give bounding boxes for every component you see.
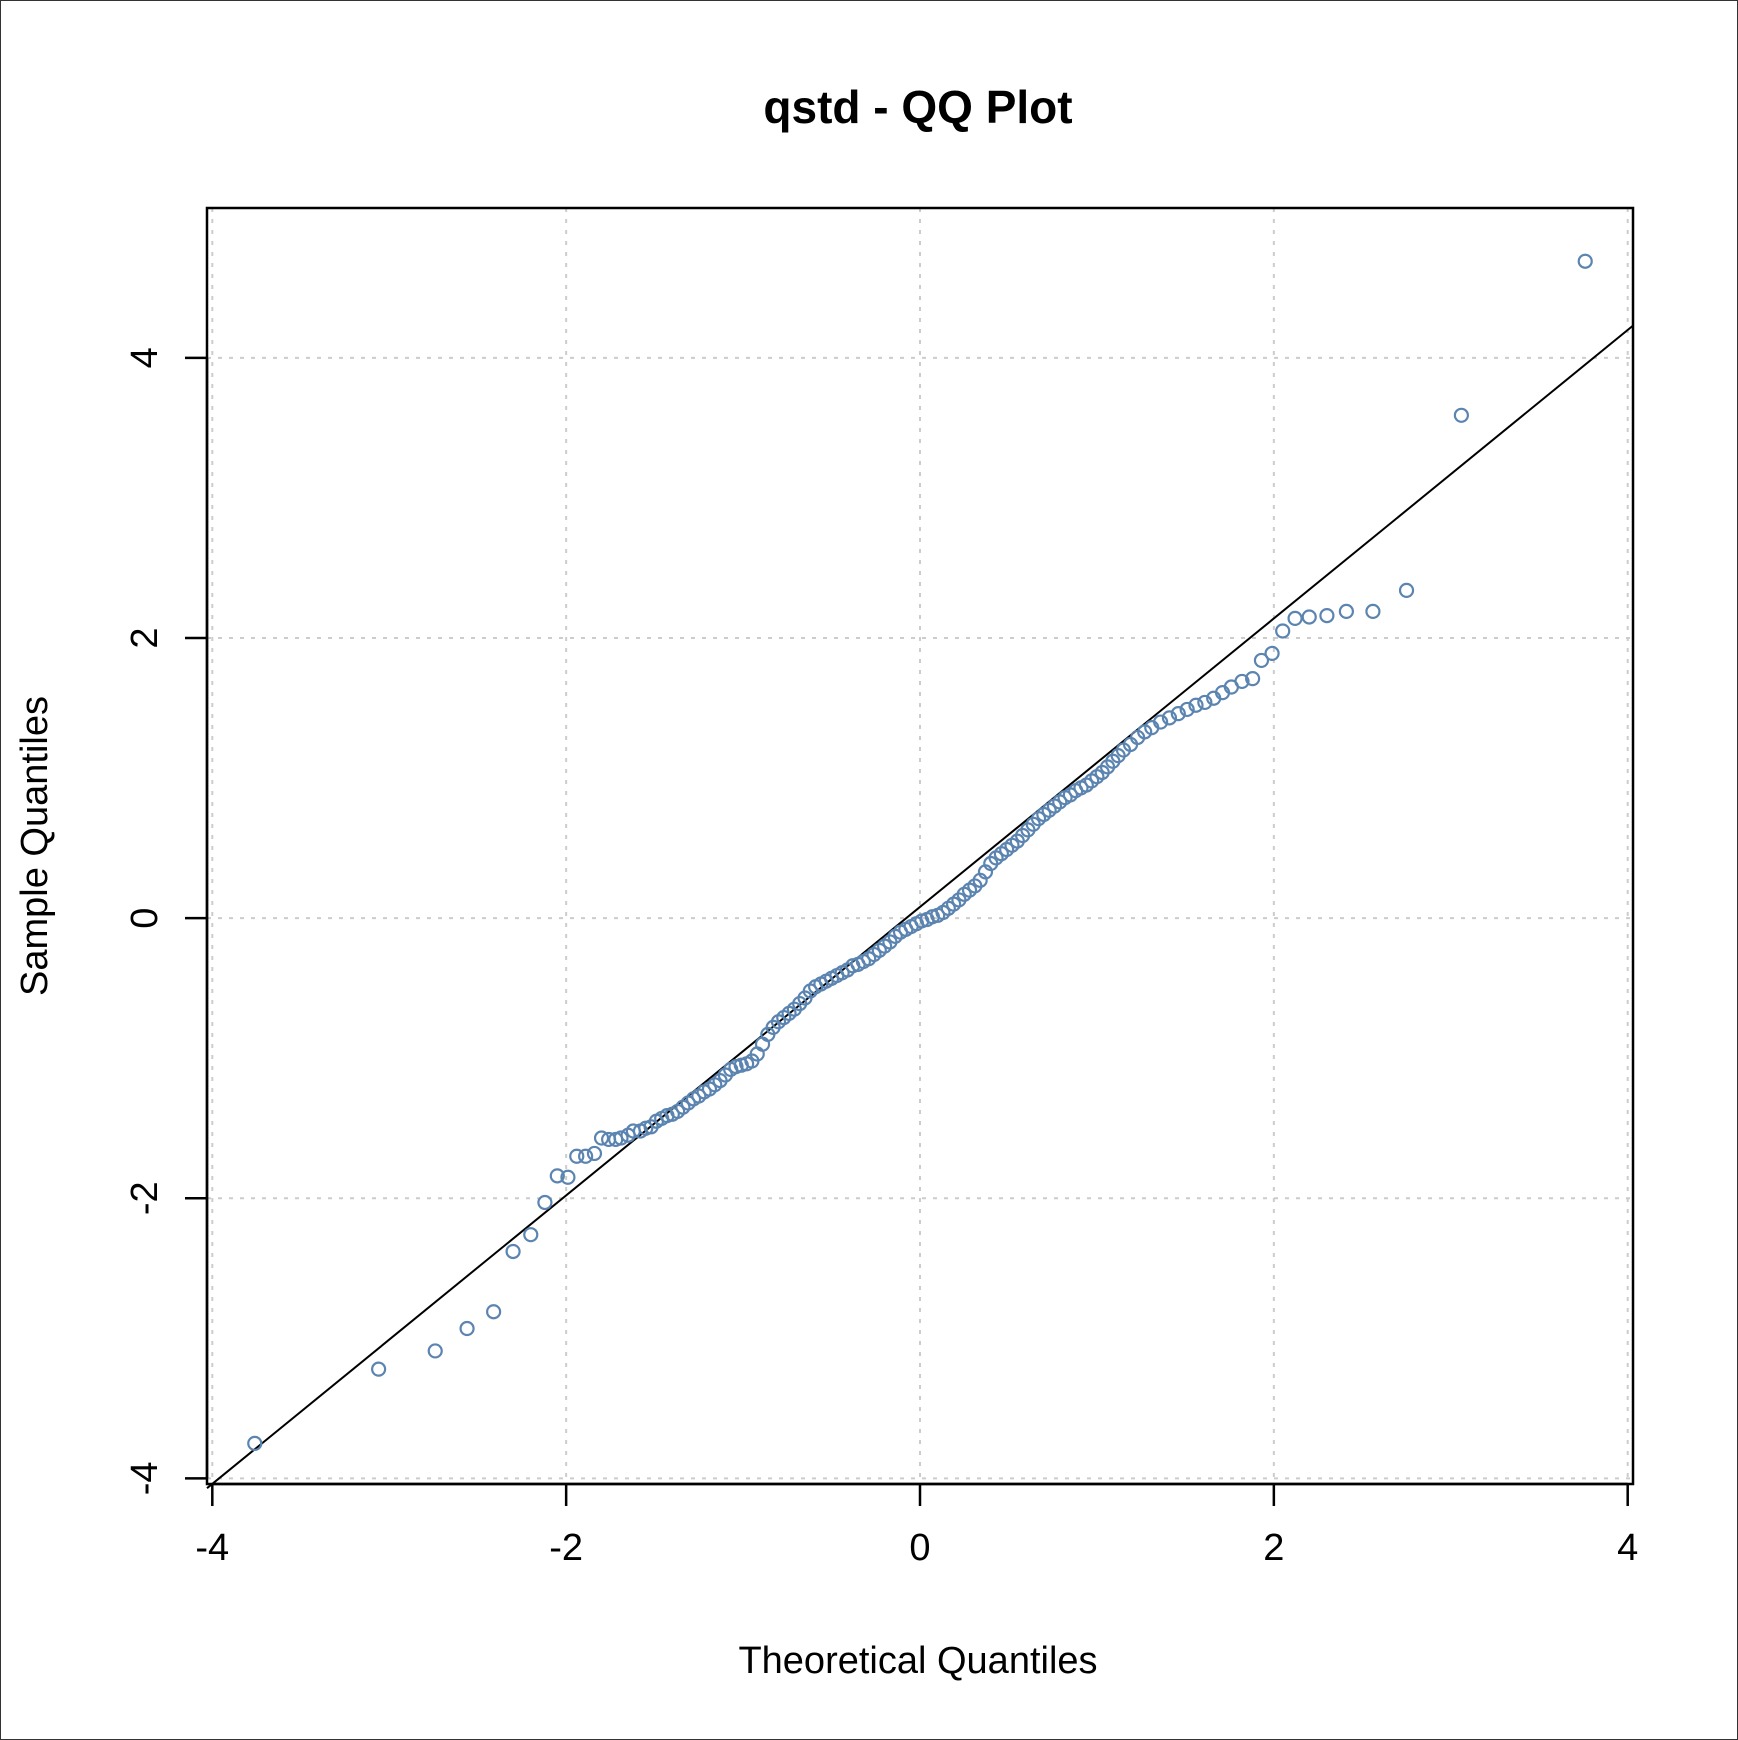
- data-point: [578, 1148, 594, 1164]
- grid-lines: [207, 208, 1633, 1484]
- data-point: [1179, 701, 1195, 718]
- data-point: [537, 1194, 553, 1211]
- data-point: [1197, 694, 1213, 711]
- y-tick-label: -4: [124, 1461, 166, 1495]
- data-point: [247, 1435, 263, 1451]
- data-point: [523, 1227, 539, 1243]
- data-point: [1319, 607, 1335, 624]
- y-tick-label: 0: [124, 908, 166, 929]
- reference-line: [206, 324, 1634, 1489]
- data-point: [486, 1304, 502, 1320]
- data-point: [560, 1169, 576, 1185]
- data-point: [1253, 652, 1270, 669]
- y-tick-label: 4: [124, 347, 166, 368]
- data-point: [1264, 645, 1280, 662]
- chart-title: qstd - QQ Plot: [763, 81, 1072, 133]
- data-point: [1453, 407, 1469, 423]
- data-point: [1338, 603, 1354, 619]
- data-point: [569, 1148, 585, 1164]
- data-point: [549, 1168, 565, 1184]
- data-point: [586, 1145, 603, 1162]
- data-point: [1170, 706, 1186, 722]
- data-point: [1245, 671, 1261, 687]
- data-point: [613, 1130, 629, 1146]
- data-point: [1161, 710, 1178, 726]
- data-point: [459, 1320, 475, 1337]
- data-point: [427, 1343, 443, 1359]
- data-point: [1577, 253, 1593, 269]
- data-point: [1301, 609, 1317, 625]
- data-point: [1275, 623, 1291, 639]
- data-point: [1234, 673, 1250, 690]
- x-tick-label: -2: [549, 1527, 583, 1569]
- data-point: [505, 1243, 521, 1260]
- data-point: [1365, 603, 1381, 619]
- data-point: [1188, 697, 1204, 713]
- x-tick-label: -4: [195, 1527, 229, 1569]
- y-tick-label: -2: [124, 1181, 166, 1215]
- data-point: [1153, 714, 1169, 730]
- x-tick-label: 4: [1617, 1527, 1638, 1569]
- data-point: [371, 1361, 387, 1377]
- x-tick-label: 0: [909, 1527, 930, 1569]
- data-point: [1287, 610, 1303, 626]
- y-tick-label: 2: [124, 627, 166, 648]
- y-axis: -4 -2 0 2 4: [124, 347, 209, 1495]
- x-axis: -4 -2 0 2 4: [195, 1482, 1638, 1569]
- y-axis-label: Sample Quantiles: [14, 696, 56, 996]
- data-point: [1398, 582, 1415, 598]
- x-tick-label: 2: [1263, 1527, 1284, 1569]
- data-point: [593, 1130, 610, 1146]
- x-axis-label: Theoretical Quantiles: [738, 1640, 1097, 1682]
- data-points: [247, 253, 1593, 1451]
